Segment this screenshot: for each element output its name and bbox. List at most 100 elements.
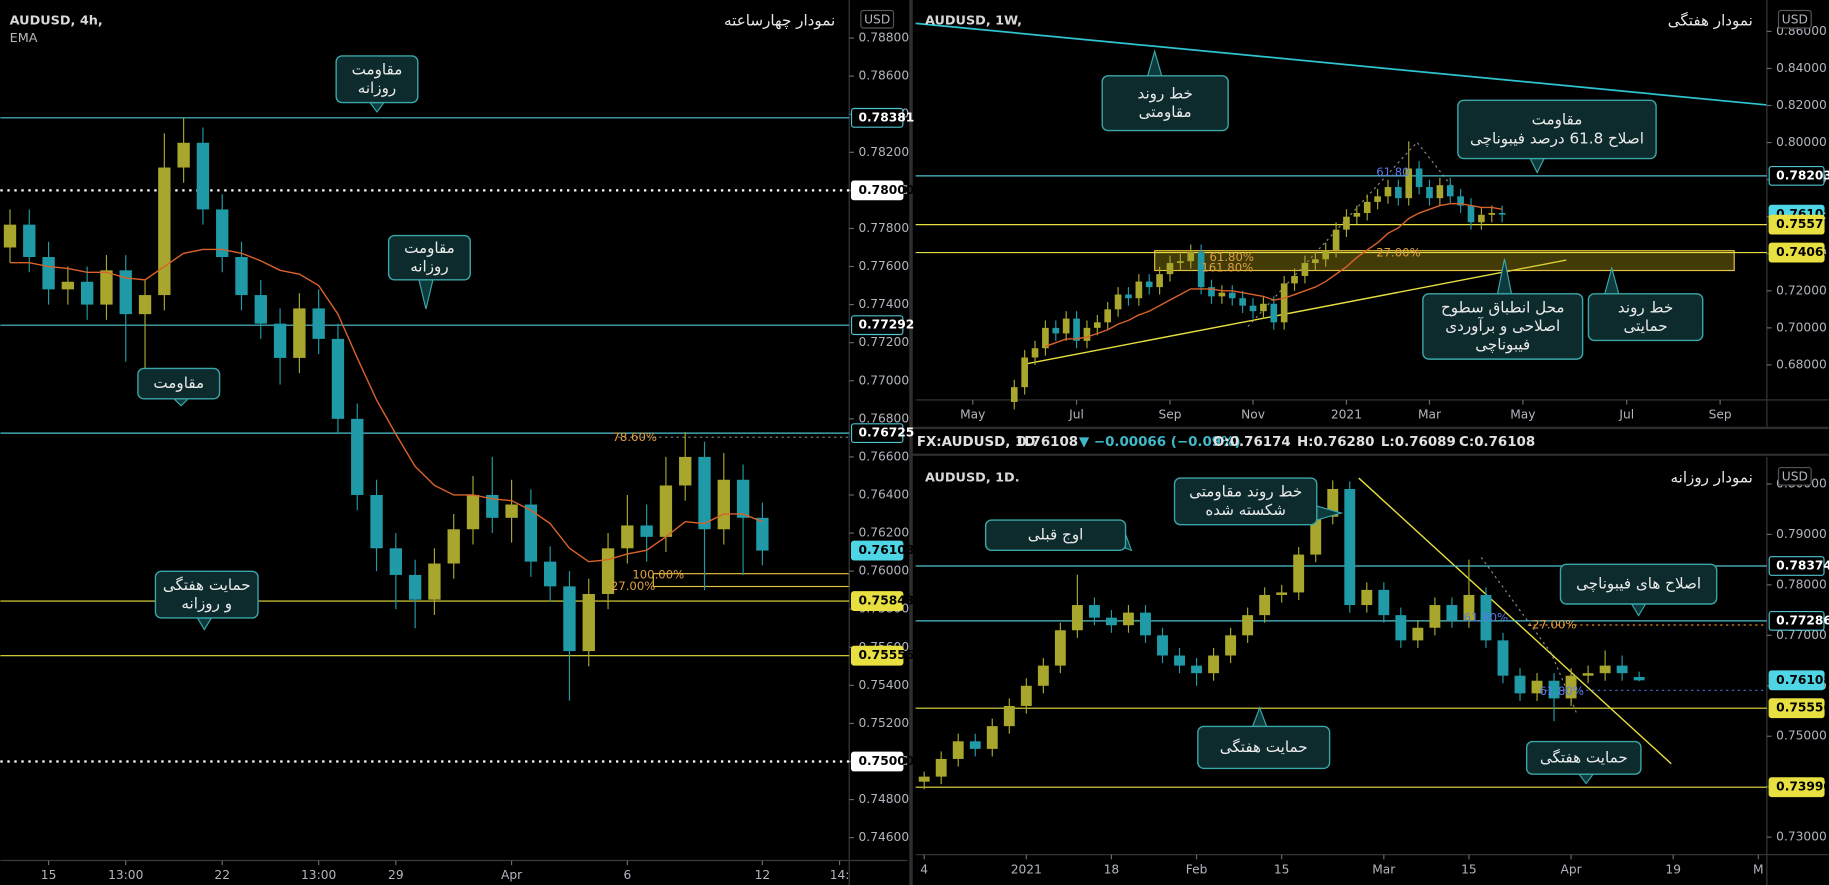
- candle-body: [679, 456, 692, 486]
- currency: USD: [1782, 469, 1808, 483]
- callout-text: اصلاحی و برآوردی: [1445, 317, 1560, 335]
- callout-text: مقاومتی: [1139, 103, 1192, 121]
- candle-body: [505, 504, 518, 518]
- y-tick-label: 0.76400: [859, 487, 910, 501]
- level-label: 0.76108: [859, 543, 915, 557]
- callout-box: [335, 55, 419, 104]
- y-tick-label: 0.70000: [1776, 320, 1827, 334]
- callout-box: [1173, 477, 1318, 526]
- candle-body: [177, 142, 190, 168]
- candle-body: [1042, 327, 1049, 349]
- candle-body: [1548, 680, 1560, 699]
- level-label-box: [1768, 165, 1825, 186]
- candle-body: [1228, 292, 1236, 299]
- candle-body: [1384, 187, 1392, 197]
- candle-body: [1582, 673, 1594, 676]
- candle-body: [254, 295, 267, 324]
- candle-body: [1412, 627, 1424, 641]
- candle-body: [1599, 665, 1611, 674]
- candle-body: [1280, 283, 1288, 323]
- callout-box: [1101, 75, 1229, 132]
- candle-body: [563, 586, 576, 652]
- candle-body: [1104, 309, 1112, 323]
- candle-body: [1405, 168, 1413, 199]
- fib-drawing: [1480, 557, 1578, 714]
- y-tick-label: 0.75000: [1776, 729, 1827, 743]
- level-label: 0.75571: [1776, 217, 1829, 231]
- x-tick-label: 14:: [830, 868, 850, 882]
- ema-line: [1045, 203, 1503, 348]
- y-tick-label: 0.72000: [1776, 283, 1827, 297]
- fib-label: 100.00%: [632, 567, 684, 581]
- y-tick-label: 0.77200: [859, 335, 910, 349]
- x-tick-label: 2021: [1011, 862, 1042, 876]
- candle-body: [1616, 665, 1628, 674]
- chart-title: نمودار چهارساعته: [724, 11, 835, 29]
- candle-body: [1446, 605, 1458, 621]
- x-tick-label: Sep: [1158, 408, 1181, 422]
- callout-text: مقاومت: [352, 60, 403, 78]
- callout-text: اصلاح های فیبوناچی: [1576, 575, 1701, 593]
- callout-text: شکسته شده: [1205, 501, 1286, 519]
- callout-box: [984, 519, 1127, 552]
- callout-text: و روزانه: [181, 594, 232, 612]
- candle-body: [1633, 677, 1645, 681]
- candle-body: [1177, 261, 1184, 264]
- y-tick-label: 0.77400: [859, 297, 910, 311]
- candle-body: [1073, 318, 1080, 341]
- candle-body: [717, 479, 730, 530]
- candle-body: [3, 224, 17, 248]
- candle-body: [1105, 617, 1117, 626]
- fib-label: 61.80: [1376, 165, 1409, 179]
- candle-body: [935, 758, 947, 777]
- candle-body: [969, 741, 981, 749]
- quote-symbol: FX:AUDUSD, 1D: [917, 435, 1036, 450]
- candle-body: [1353, 212, 1361, 217]
- level-label: 0.78381: [859, 110, 915, 124]
- candle-body: [1395, 615, 1407, 641]
- level-label-box: [1768, 556, 1825, 576]
- x-tick-label: Jul: [1618, 408, 1634, 422]
- fib-label: -27.00%: [607, 579, 656, 593]
- callout-text: مقاومت: [404, 239, 455, 257]
- y-tick-label: 0.75200: [859, 716, 910, 730]
- candle-body: [1208, 287, 1215, 297]
- candle-body: [1293, 554, 1305, 593]
- candle-body: [1239, 298, 1246, 306]
- candle-body: [216, 209, 229, 258]
- candle-body: [1191, 665, 1203, 674]
- y-tick-label: 0.73000: [1776, 830, 1827, 844]
- candle-body: [293, 308, 306, 358]
- candle-body: [1498, 212, 1506, 215]
- y-tick-label: 0.84000: [1776, 61, 1827, 75]
- y-tick-label: 0.76600: [859, 449, 910, 463]
- level-label-box: [850, 540, 904, 561]
- candle-body: [1088, 605, 1100, 618]
- level-label-box: [1768, 610, 1825, 631]
- callout-text: روزانه: [410, 258, 448, 276]
- level-label: 0.75843: [859, 594, 915, 608]
- candle-body: [1497, 640, 1509, 676]
- candle-body: [1037, 665, 1049, 686]
- candle-body: [1322, 250, 1330, 260]
- x-tick-label: 13:00: [108, 868, 143, 882]
- candle-body: [1301, 263, 1309, 276]
- candle-body: [544, 561, 557, 587]
- indicator-name: EMA: [10, 31, 38, 46]
- callout-text: خط روند مقاومتی: [1189, 483, 1302, 501]
- level-label: 0.78203: [1776, 168, 1829, 182]
- fib-label: 61.80%: [1539, 684, 1583, 698]
- candle-body: [736, 479, 750, 518]
- x-tick-label: 15: [41, 868, 57, 882]
- callout-text: اصلاح 61.8 درصد فیبوناچی: [1470, 129, 1644, 147]
- candle-body: [1344, 488, 1356, 606]
- candle-body: [1208, 655, 1220, 674]
- candle-body: [1363, 201, 1371, 213]
- quote-low: L:0.76089: [1381, 435, 1456, 450]
- y-tick-label: 0.80000: [1776, 135, 1827, 149]
- candle-body: [1010, 387, 1018, 402]
- candle-body: [486, 494, 499, 518]
- currency-box: [1777, 9, 1812, 29]
- chart-title: نمودار هفتگی: [1668, 11, 1753, 29]
- candle-body: [1197, 251, 1205, 288]
